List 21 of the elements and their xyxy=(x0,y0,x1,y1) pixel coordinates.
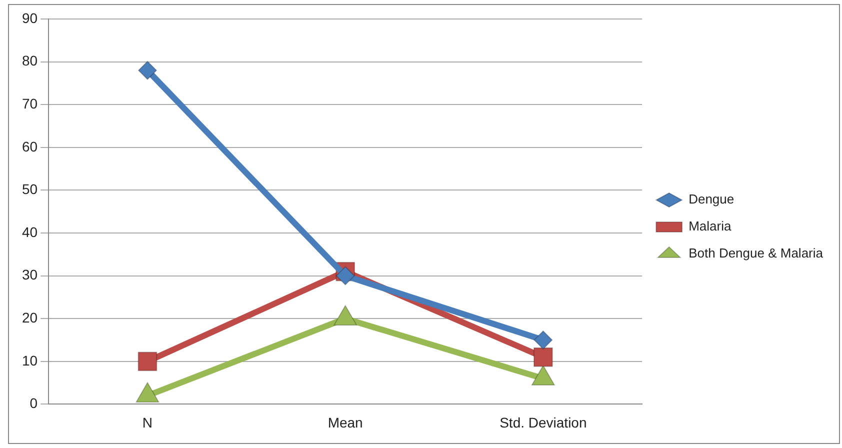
x-tick-label: N xyxy=(142,414,153,430)
x-tick-label: Mean xyxy=(328,414,363,430)
x-tick-label: Std. Deviation xyxy=(500,414,587,430)
point xyxy=(138,60,157,80)
y-tick-label: 90 xyxy=(22,10,38,26)
point xyxy=(534,330,553,350)
y-tick-label: 70 xyxy=(22,95,38,112)
point xyxy=(138,352,158,372)
y-tick-label: 10 xyxy=(22,352,38,368)
point xyxy=(533,347,553,367)
legend-label: Malaria xyxy=(688,218,732,234)
y-tick-label: 80 xyxy=(22,52,38,69)
y-tick-label: 60 xyxy=(22,138,38,154)
point xyxy=(336,266,355,286)
legend-label: Dengue xyxy=(688,192,734,207)
y-tick-label: 50 xyxy=(22,181,38,198)
y-tick-label: 30 xyxy=(22,266,38,283)
y-tick-label: 20 xyxy=(22,309,38,326)
y-tick-label: 40 xyxy=(22,224,38,240)
y-tick-label: 0 xyxy=(30,395,38,412)
legend-label: Both Dengue & Malaria xyxy=(688,246,824,261)
